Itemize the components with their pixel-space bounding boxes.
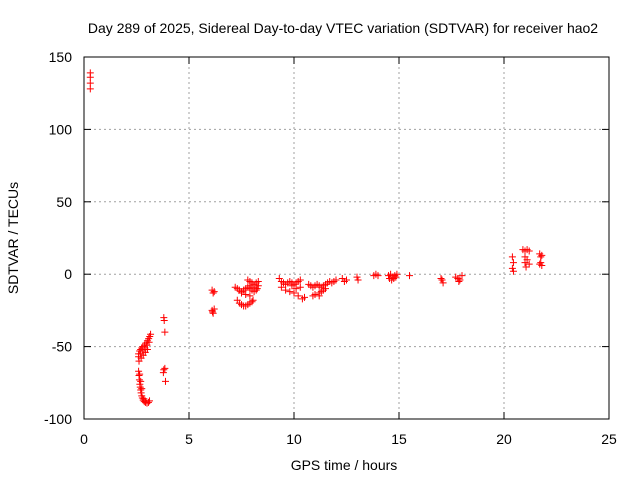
data-point-marker xyxy=(437,275,445,283)
data-point-marker xyxy=(160,317,168,325)
data-point-marker xyxy=(143,345,151,353)
x-axis-label: GPS time / hours xyxy=(291,457,398,473)
data-point-marker xyxy=(209,309,217,317)
data-point-marker xyxy=(250,283,258,291)
chart-title: Day 289 of 2025, Sidereal Day-to-day VTE… xyxy=(88,20,598,36)
plot-frame xyxy=(83,56,610,420)
data-point-marker xyxy=(354,276,362,284)
x-tick-label: 0 xyxy=(80,431,88,447)
data-point-marker xyxy=(537,259,545,267)
data-point-marker xyxy=(248,298,256,306)
data-point-marker xyxy=(536,260,544,268)
data-point-marker xyxy=(455,277,463,285)
data-point-marker xyxy=(311,290,319,298)
data-point-marker xyxy=(294,292,302,300)
data-point-marker xyxy=(277,283,285,291)
x-tick-label: 20 xyxy=(496,431,512,447)
data-point-marker xyxy=(508,264,516,272)
grid-layer xyxy=(84,57,609,419)
data-point-marker xyxy=(138,385,146,393)
data-point-marker xyxy=(161,364,169,372)
data-point-marker xyxy=(315,292,323,300)
data-point-marker xyxy=(86,85,94,93)
data-point-marker xyxy=(144,398,152,406)
data-point-marker xyxy=(242,290,250,298)
x-tick-label: 15 xyxy=(391,431,407,447)
data-point-marker xyxy=(147,330,155,338)
data-point-marker xyxy=(538,251,546,259)
data-point-marker xyxy=(209,289,217,297)
data-point-marker xyxy=(137,389,145,397)
data-point-marker xyxy=(140,395,148,403)
data-point-marker xyxy=(392,273,400,281)
y-tick-label: -50 xyxy=(52,339,72,355)
data-point-marker xyxy=(146,397,154,405)
x-tick-label: 10 xyxy=(286,431,302,447)
data-point-marker xyxy=(509,259,517,267)
y-tick-label: 0 xyxy=(64,266,72,282)
data-point-marker xyxy=(246,282,254,290)
data-point-marker xyxy=(159,369,167,377)
data-point-marker xyxy=(210,288,218,296)
data-point-marker xyxy=(332,276,340,284)
data-point-marker xyxy=(374,272,382,280)
data-point-marker xyxy=(393,270,401,278)
data-point-marker xyxy=(439,279,447,287)
tick-layer: 0 5 10 15 20 25 -100 -50 0 50 100 150 xyxy=(44,49,617,447)
x-tick-label: 5 xyxy=(185,431,193,447)
data-point-marker xyxy=(522,263,530,271)
y-tick-label: 100 xyxy=(49,121,73,137)
data-point-marker xyxy=(238,289,245,297)
data-point-marker xyxy=(508,253,516,261)
data-point-marker xyxy=(136,370,144,378)
data-layer xyxy=(86,69,546,407)
data-point-marker xyxy=(322,285,329,293)
y-axis-label: SDTVAR / TECUs xyxy=(5,182,21,294)
data-point-marker xyxy=(249,296,257,304)
data-point-marker xyxy=(161,377,169,385)
data-point-marker xyxy=(246,292,254,300)
data-point-marker xyxy=(253,285,261,293)
data-point-marker xyxy=(210,305,218,313)
data-point-marker xyxy=(301,293,308,301)
data-point-marker xyxy=(137,377,145,385)
data-point-marker xyxy=(288,282,296,290)
data-point-marker xyxy=(145,338,153,346)
data-point-marker xyxy=(456,276,464,284)
data-point-marker xyxy=(525,247,533,255)
data-point-marker xyxy=(438,276,446,284)
data-point-marker xyxy=(458,272,466,280)
data-point-marker xyxy=(286,288,294,296)
data-point-marker xyxy=(509,267,517,275)
data-point-marker xyxy=(406,272,413,280)
data-point-marker xyxy=(353,273,361,281)
data-point-marker xyxy=(209,308,217,316)
y-tick-label: -100 xyxy=(44,411,72,427)
data-point-marker xyxy=(521,259,529,267)
data-point-marker xyxy=(290,289,298,297)
data-point-marker xyxy=(296,283,304,291)
data-point-marker xyxy=(161,328,169,336)
data-point-marker xyxy=(254,282,262,290)
x-tick-label: 25 xyxy=(601,431,617,447)
y-tick-label: 50 xyxy=(56,194,72,210)
data-point-marker xyxy=(296,276,304,284)
data-point-marker xyxy=(525,260,533,268)
y-tick-label: 150 xyxy=(49,49,73,65)
data-point-marker xyxy=(282,286,290,294)
data-point-marker xyxy=(343,276,350,284)
data-point-marker xyxy=(292,285,300,293)
